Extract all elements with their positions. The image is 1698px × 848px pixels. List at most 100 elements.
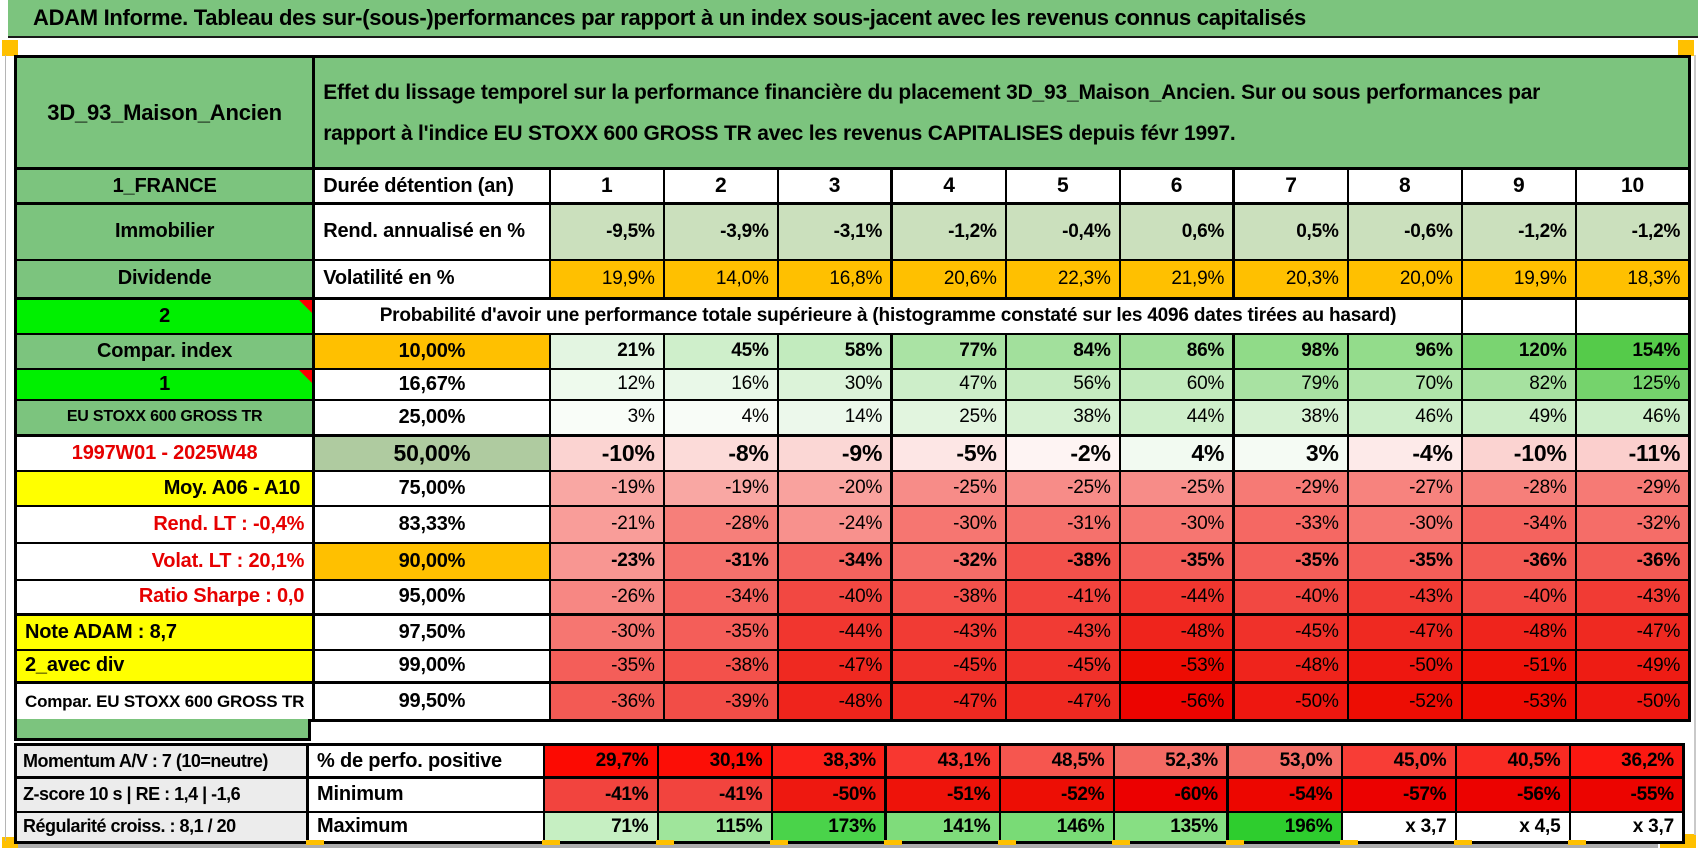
main-cell-12-5[interactable]: -48% xyxy=(1118,613,1235,651)
main-cell-6-1[interactable]: 4% xyxy=(662,398,779,437)
main-cell-11-7[interactable]: -43% xyxy=(1346,578,1463,616)
main-cell-0-9[interactable]: 10 xyxy=(1574,167,1691,205)
main-cell-9-0[interactable]: -21% xyxy=(548,504,665,544)
main-cell-2-2[interactable]: 16,8% xyxy=(776,258,893,300)
main-cell-12-6[interactable]: -45% xyxy=(1232,613,1349,651)
main-metric-14[interactable]: 99,50% xyxy=(312,681,551,722)
bottom-metric-2[interactable]: Maximum xyxy=(306,810,545,844)
main-cell-7-9[interactable]: -11% xyxy=(1574,434,1691,472)
main-cell-14-1[interactable]: -39% xyxy=(662,681,779,722)
main-metric-11[interactable]: 95,00% xyxy=(312,578,551,616)
main-cell-5-6[interactable]: 79% xyxy=(1232,367,1349,401)
main-empty-3-10[interactable] xyxy=(1574,297,1691,335)
main-label-14[interactable]: Compar. EU STOXX 600 GROSS TR xyxy=(14,681,315,722)
main-cell-12-4[interactable]: -43% xyxy=(1004,613,1121,651)
main-cell-12-9[interactable]: -47% xyxy=(1574,613,1691,651)
main-cell-6-9[interactable]: 46% xyxy=(1574,398,1691,437)
main-cell-5-9[interactable]: 125% xyxy=(1574,367,1691,401)
main-cell-10-8[interactable]: -36% xyxy=(1460,541,1577,581)
main-cell-0-2[interactable]: 3 xyxy=(776,167,893,205)
probability-note-cell[interactable]: Probabilité d'avoir une performance tota… xyxy=(312,297,1463,335)
bottom-cell-1-6[interactable]: -54% xyxy=(1226,776,1343,813)
main-cell-13-4[interactable]: -45% xyxy=(1004,648,1121,684)
main-cell-5-1[interactable]: 16% xyxy=(662,367,779,401)
main-cell-11-1[interactable]: -34% xyxy=(662,578,779,616)
bottom-metric-1[interactable]: Minimum xyxy=(306,776,545,813)
main-cell-8-9[interactable]: -29% xyxy=(1574,469,1691,507)
bottom-cell-2-8[interactable]: x 4,5 xyxy=(1454,810,1571,844)
main-cell-2-9[interactable]: 18,3% xyxy=(1574,258,1691,300)
main-metric-13[interactable]: 99,00% xyxy=(312,648,551,684)
main-cell-1-2[interactable]: -3,1% xyxy=(776,202,893,261)
main-cell-9-2[interactable]: -24% xyxy=(776,504,893,544)
bottom-cell-1-7[interactable]: -57% xyxy=(1340,776,1457,813)
main-cell-10-4[interactable]: -38% xyxy=(1004,541,1121,581)
main-cell-4-9[interactable]: 154% xyxy=(1574,332,1691,370)
main-cell-0-6[interactable]: 7 xyxy=(1232,167,1349,205)
main-cell-2-1[interactable]: 14,0% xyxy=(662,258,779,300)
bottom-cell-1-8[interactable]: -56% xyxy=(1454,776,1571,813)
main-cell-5-5[interactable]: 60% xyxy=(1118,367,1235,401)
bottom-cell-0-7[interactable]: 45,0% xyxy=(1340,743,1457,779)
main-cell-14-8[interactable]: -53% xyxy=(1460,681,1577,722)
main-cell-9-6[interactable]: -33% xyxy=(1232,504,1349,544)
bottom-cell-1-5[interactable]: -60% xyxy=(1112,776,1229,813)
main-cell-1-6[interactable]: 0,5% xyxy=(1232,202,1349,261)
bottom-cell-2-7[interactable]: x 3,7 xyxy=(1340,810,1457,844)
main-cell-0-7[interactable]: 8 xyxy=(1346,167,1463,205)
main-label-13[interactable]: 2_avec div xyxy=(14,648,315,684)
bottom-cell-0-5[interactable]: 52,3% xyxy=(1112,743,1229,779)
main-cell-1-0[interactable]: -9,5% xyxy=(548,202,665,261)
main-cell-12-7[interactable]: -47% xyxy=(1346,613,1463,651)
main-cell-2-6[interactable]: 20,3% xyxy=(1232,258,1349,300)
main-cell-4-4[interactable]: 84% xyxy=(1004,332,1121,370)
bottom-cell-2-4[interactable]: 146% xyxy=(998,810,1115,844)
main-metric-10[interactable]: 90,00% xyxy=(312,541,551,581)
main-cell-13-1[interactable]: -38% xyxy=(662,648,779,684)
main-cell-7-3[interactable]: -5% xyxy=(890,434,1007,472)
main-cell-8-0[interactable]: -19% xyxy=(548,469,665,507)
main-metric-7[interactable]: 50,00% xyxy=(312,434,551,472)
main-label-11[interactable]: Ratio Sharpe : 0,0 xyxy=(14,578,315,616)
main-cell-12-2[interactable]: -44% xyxy=(776,613,893,651)
main-cell-14-5[interactable]: -56% xyxy=(1118,681,1235,722)
main-cell-14-7[interactable]: -52% xyxy=(1346,681,1463,722)
main-cell-11-4[interactable]: -41% xyxy=(1004,578,1121,616)
main-cell-10-0[interactable]: -23% xyxy=(548,541,665,581)
main-cell-12-0[interactable]: -30% xyxy=(548,613,665,651)
main-label-10[interactable]: Volat. LT : 20,1% xyxy=(14,541,315,581)
bottom-cell-0-6[interactable]: 53,0% xyxy=(1226,743,1343,779)
main-empty-3-9[interactable] xyxy=(1460,297,1577,335)
main-cell-11-2[interactable]: -40% xyxy=(776,578,893,616)
placement-name-cell[interactable]: 3D_93_Maison_Ancien xyxy=(14,55,315,170)
main-cell-6-3[interactable]: 25% xyxy=(890,398,1007,437)
main-cell-13-3[interactable]: -45% xyxy=(890,648,1007,684)
main-cell-6-7[interactable]: 46% xyxy=(1346,398,1463,437)
main-cell-2-0[interactable]: 19,9% xyxy=(548,258,665,300)
main-cell-12-1[interactable]: -35% xyxy=(662,613,779,651)
main-cell-7-0[interactable]: -10% xyxy=(548,434,665,472)
main-cell-6-2[interactable]: 14% xyxy=(776,398,893,437)
bottom-cell-2-6[interactable]: 196% xyxy=(1226,810,1343,844)
main-cell-8-5[interactable]: -25% xyxy=(1118,469,1235,507)
bottom-label-1[interactable]: Z-score 10 s | RE : 1,4 | -1,6 xyxy=(14,776,309,813)
main-cell-14-0[interactable]: -36% xyxy=(548,681,665,722)
main-cell-0-3[interactable]: 4 xyxy=(890,167,1007,205)
bottom-label-0[interactable]: Momentum A/V : 7 (10=neutre) xyxy=(14,743,309,779)
main-label-7[interactable]: 1997W01 - 2025W48 xyxy=(14,434,315,472)
main-label-3[interactable]: 2 xyxy=(14,297,315,335)
main-cell-1-5[interactable]: 0,6% xyxy=(1118,202,1235,261)
main-cell-11-8[interactable]: -40% xyxy=(1460,578,1577,616)
main-cell-4-2[interactable]: 58% xyxy=(776,332,893,370)
main-cell-2-3[interactable]: 20,6% xyxy=(890,258,1007,300)
main-metric-6[interactable]: 25,00% xyxy=(312,398,551,437)
main-cell-13-5[interactable]: -53% xyxy=(1118,648,1235,684)
main-cell-6-4[interactable]: 38% xyxy=(1004,398,1121,437)
main-cell-8-1[interactable]: -19% xyxy=(662,469,779,507)
main-cell-13-9[interactable]: -49% xyxy=(1574,648,1691,684)
bottom-cell-0-0[interactable]: 29,7% xyxy=(542,743,659,779)
main-cell-11-3[interactable]: -38% xyxy=(890,578,1007,616)
main-metric-1[interactable]: Rend. annualisé en % xyxy=(312,202,551,261)
main-cell-8-8[interactable]: -28% xyxy=(1460,469,1577,507)
main-cell-4-8[interactable]: 120% xyxy=(1460,332,1577,370)
